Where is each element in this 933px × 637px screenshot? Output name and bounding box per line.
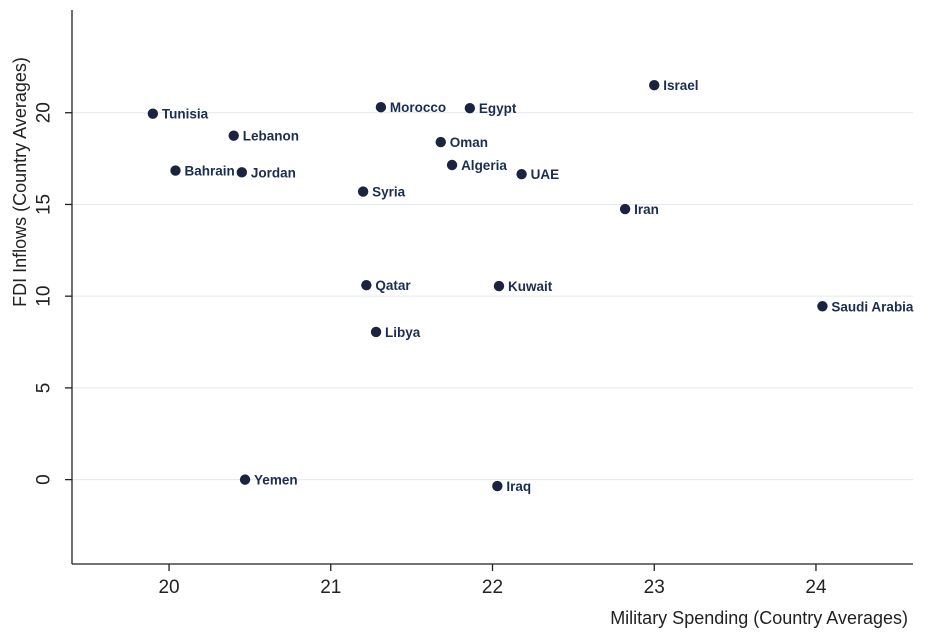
x-tick-label-0: 20	[158, 577, 179, 598]
x-axis-title: Military Spending (Country Averages)	[610, 608, 908, 628]
data-point	[170, 165, 181, 176]
data-point-label: Egypt	[479, 101, 517, 116]
x-tick-label-3: 23	[644, 577, 665, 598]
x-axis-ticks: 20 21 22 23 24	[158, 564, 827, 598]
data-point-label: Iraq	[506, 479, 531, 494]
data-point-label: Iran	[634, 202, 659, 217]
data-point-label: Libya	[385, 325, 421, 340]
data-point	[239, 474, 251, 485]
y-axis-title: FDI Inflows (Country Averages)	[10, 57, 30, 307]
data-point	[446, 159, 458, 171]
y-axis-ticks: 0 5 10 15 20	[34, 102, 72, 485]
x-tick-label-4: 24	[805, 577, 827, 598]
data-point-label: Oman	[450, 135, 488, 150]
data-point	[370, 326, 382, 338]
data-point	[357, 186, 369, 197]
data-point-label: Bahrain	[185, 164, 235, 179]
data-point-label: Qatar	[375, 278, 411, 293]
data-point-label: Syria	[372, 185, 406, 200]
data-point	[516, 168, 527, 180]
data-point	[492, 480, 503, 492]
y-tick-label-0: 0	[34, 474, 55, 485]
x-tick-label-2: 22	[482, 577, 503, 598]
data-point-label: UAE	[531, 167, 560, 182]
data-point-label: Morocco	[390, 100, 446, 115]
data-points: Tunisia Bahrain Lebanon Jordan Yemen Syria Qat…	[147, 78, 914, 494]
data-point	[435, 136, 446, 148]
y-tick-label-2: 10	[34, 286, 55, 307]
x-tick-label-1: 21	[320, 577, 341, 598]
data-point	[493, 280, 505, 292]
data-point-label: Jordan	[251, 165, 296, 180]
data-point-label: Lebanon	[243, 129, 299, 144]
data-point	[817, 301, 828, 312]
y-tick-label-1: 5	[34, 383, 55, 394]
gridlines	[72, 112, 913, 481]
y-tick-label-3: 15	[34, 194, 55, 215]
data-point	[619, 203, 631, 215]
data-point-label: Algeria	[461, 158, 507, 173]
data-point	[236, 167, 248, 178]
y-tick-label-4: 20	[34, 102, 55, 123]
data-point	[375, 102, 387, 113]
data-point	[464, 102, 476, 114]
data-point	[228, 130, 239, 141]
data-point-label: Kuwait	[508, 279, 553, 294]
data-point	[147, 108, 159, 119]
data-point-label: Tunisia	[162, 107, 209, 122]
data-point	[361, 279, 372, 291]
data-point-label: Saudi Arabia	[831, 299, 914, 314]
data-point-label: Israel	[663, 78, 698, 93]
data-point	[649, 80, 660, 91]
data-point-label: Yemen	[254, 473, 298, 488]
